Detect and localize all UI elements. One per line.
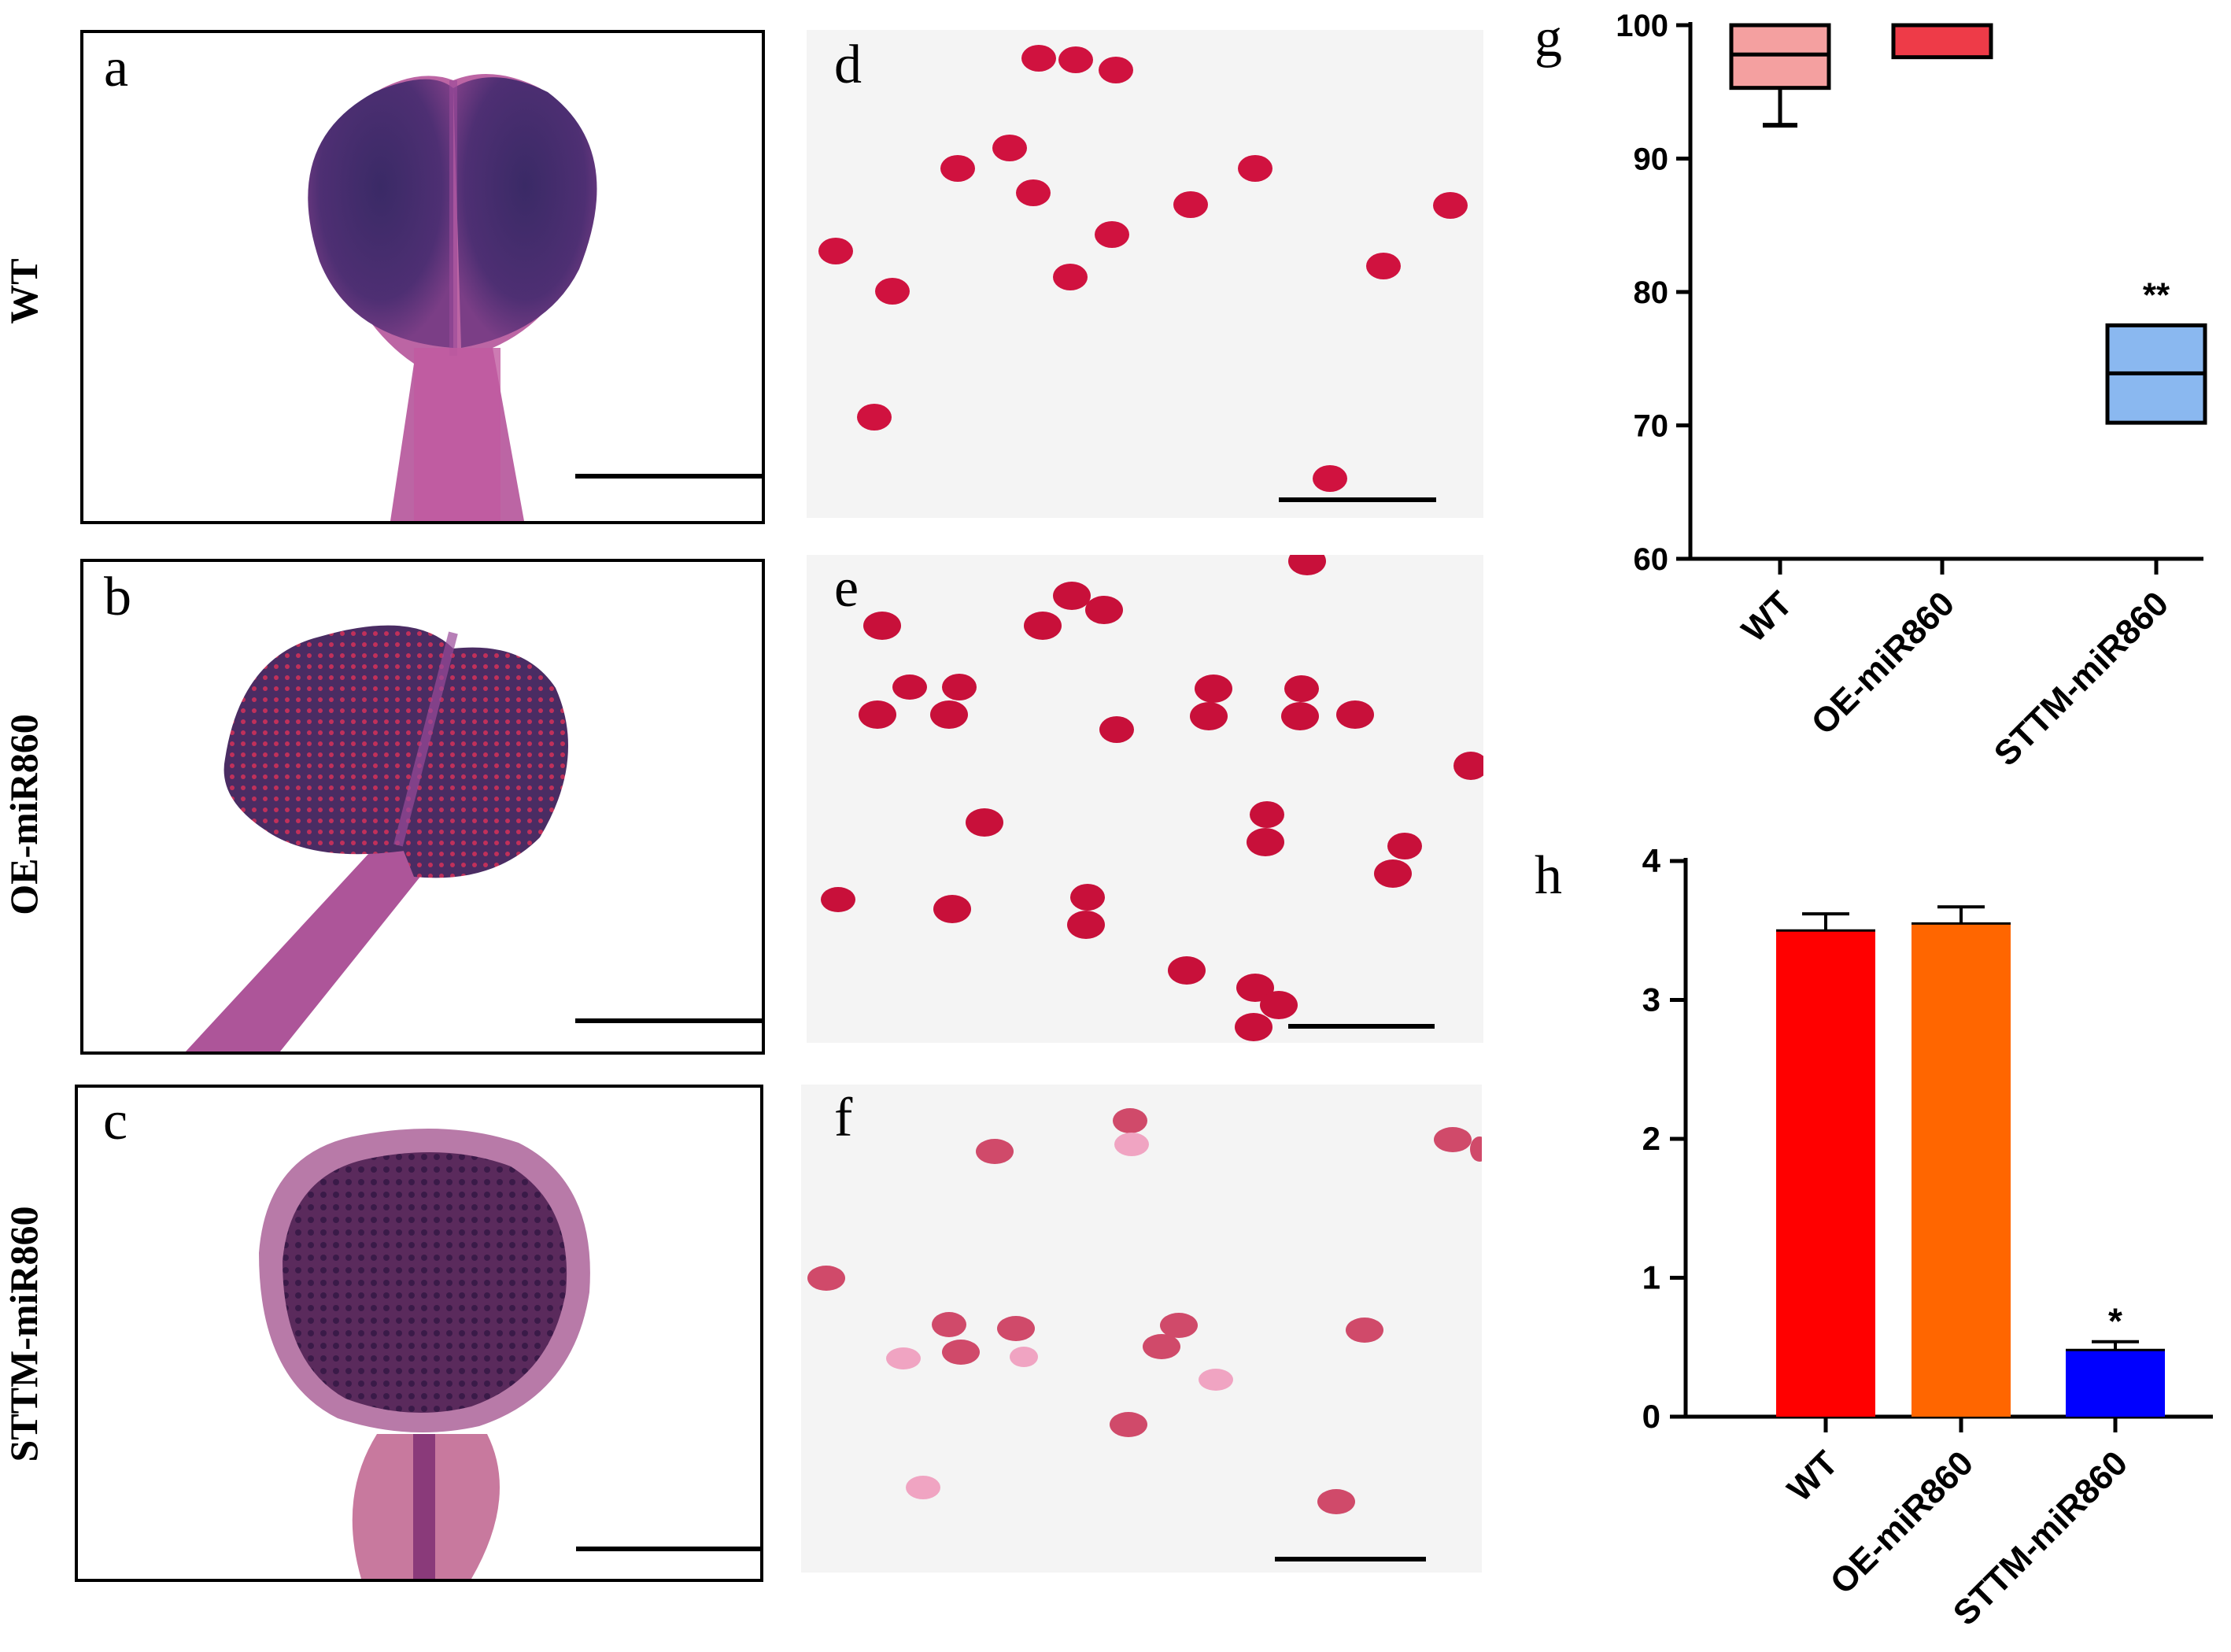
y-tick-label: 80 xyxy=(1634,275,1669,310)
pollen-oe-image xyxy=(821,555,1483,1041)
bar-wt xyxy=(1776,930,1875,1417)
panel-letter-c: c xyxy=(103,1091,128,1151)
chart-g-box-plot: 60 70 80 90 100 WT OE-miR860 STTM-miR860 ** xyxy=(1616,9,2207,774)
y-tick-label: 70 xyxy=(1634,409,1669,444)
bar-sttm-mir860 xyxy=(2066,1350,2165,1417)
bar-oe-mir860 xyxy=(1911,923,2011,1417)
anther-oe-image xyxy=(186,625,568,1051)
y-tick-label: 2 xyxy=(1642,1120,1660,1157)
panel-d-pollen-wt: d xyxy=(807,30,1483,518)
scale-bar-e xyxy=(1288,1024,1435,1029)
panel-letter-d: d xyxy=(834,35,862,95)
panel-letter-b: b xyxy=(104,567,131,627)
panel-letter-e: e xyxy=(834,558,859,619)
y-tick-label: 90 xyxy=(1634,142,1669,177)
scale-bar-d xyxy=(1279,497,1436,502)
y-tick-label: 60 xyxy=(1634,542,1669,577)
significance-marker: ** xyxy=(2143,275,2170,314)
row-label-wt: WT xyxy=(2,258,46,324)
anther-wt-image xyxy=(308,74,597,521)
x-tick-label: OE-miR860 xyxy=(1804,584,1962,742)
scale-bar-f xyxy=(1275,1557,1426,1561)
y-tick-label: 3 xyxy=(1642,981,1660,1018)
y-tick-label: 1 xyxy=(1642,1259,1660,1296)
pollen-wt-image xyxy=(818,45,1468,492)
panel-b-anther-oe: b xyxy=(80,559,765,1055)
panel-letter-g: g xyxy=(1535,8,1562,68)
scale-bar-a xyxy=(575,474,762,479)
panel-a-anther-wt: a xyxy=(80,30,765,524)
y-tick-label: 4 xyxy=(1642,842,1661,879)
panel-letter-f: f xyxy=(834,1088,853,1148)
x-tick-label: WT xyxy=(1780,1443,1845,1509)
x-tick-label: STTM-miR860 xyxy=(1987,584,2176,773)
panel-letter-a: a xyxy=(104,38,129,98)
anther-sttm-image xyxy=(259,1129,590,1579)
x-tick-label: WT xyxy=(1734,584,1800,649)
box-wt xyxy=(1729,23,1831,91)
box-oe-mir860 xyxy=(1891,23,1993,60)
panel-f-pollen-sttm: f xyxy=(801,1085,1482,1573)
row-label-oe: OE-miR860 xyxy=(2,714,46,915)
y-tick-label: 0 xyxy=(1642,1398,1660,1435)
scale-bar-c xyxy=(576,1547,760,1551)
significance-marker: * xyxy=(2108,1301,2122,1342)
x-tick-label: OE-miR860 xyxy=(1823,1443,1981,1602)
panel-c-anther-sttm: c xyxy=(75,1085,763,1582)
panel-letter-h: h xyxy=(1535,845,1562,906)
scale-bar-b xyxy=(575,1018,762,1023)
y-tick-label: 100 xyxy=(1616,9,1668,43)
pollen-sttm-image xyxy=(807,1108,1482,1514)
panel-e-pollen-oe: e xyxy=(807,555,1483,1043)
row-label-sttm: STTM-miR860 xyxy=(2,1206,46,1462)
